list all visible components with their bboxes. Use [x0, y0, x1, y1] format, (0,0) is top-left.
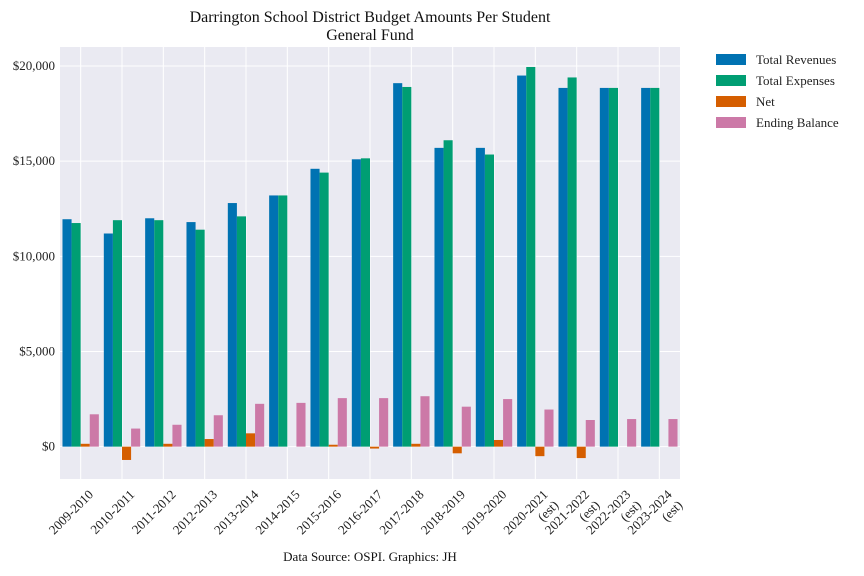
bar-net: [411, 443, 421, 447]
bar-net: [80, 443, 90, 447]
chart-title: Darrington School District Budget Amount…: [189, 9, 551, 26]
bar-total-expenses: [650, 87, 660, 447]
bar-total-revenues: [434, 147, 444, 447]
bar-ending-balance: [420, 396, 430, 447]
bar-ending-balance: [461, 406, 471, 447]
legend-label: Total Revenues: [756, 51, 837, 67]
bar-ending-balance: [89, 414, 99, 447]
bar-total-revenues: [186, 222, 196, 447]
y-axis-ticks: $0 $5,000 $10,000 $15,000 $20,000: [13, 58, 55, 454]
y-tick-label: $10,000: [13, 248, 55, 263]
bar-ending-balance: [668, 419, 678, 447]
bar-total-revenues: [145, 218, 155, 447]
legend-label: Total Expenses: [756, 72, 835, 88]
y-tick-label: $20,000: [13, 58, 55, 73]
x-tick-label: 2009-2010: [46, 487, 96, 537]
y-tick-label: $0: [42, 439, 55, 454]
x-tick-label: 2014-2015: [252, 487, 302, 537]
source-note: Data Source: OSPI. Graphics: JH: [283, 549, 457, 564]
bar-total-expenses: [360, 158, 370, 447]
bar-ending-balance: [255, 403, 265, 447]
bar-total-expenses: [402, 86, 412, 447]
bar-total-expenses: [319, 172, 329, 447]
bar-total-revenues: [310, 168, 320, 447]
bar-ending-balance: [296, 402, 306, 447]
x-axis-ticks: 2009-20102010-20112011-20122012-20132013…: [46, 486, 686, 547]
legend-item: Total Expenses: [716, 70, 839, 91]
bar-net: [246, 433, 256, 447]
bar-total-revenues: [393, 83, 403, 447]
bar-net: [163, 443, 173, 447]
bar-ending-balance: [544, 409, 554, 447]
bar-ending-balance: [337, 398, 347, 447]
bar-ending-balance: [585, 420, 595, 447]
bar-total-revenues: [269, 195, 279, 447]
bar-total-expenses: [236, 216, 246, 447]
bar-total-revenues: [103, 233, 113, 447]
bar-net: [204, 439, 214, 447]
legend-item: Total Revenues: [716, 49, 839, 70]
bar-total-expenses: [443, 140, 453, 447]
legend-swatch: [716, 75, 746, 86]
chart-subtitle: General Fund: [326, 27, 414, 44]
legend: Total Revenues Total Expenses Net Ending Ba…: [716, 49, 839, 133]
bar-total-expenses: [154, 220, 164, 447]
bar-net: [535, 446, 545, 457]
bar-total-revenues: [227, 203, 237, 447]
x-tick-label: 2018-2019: [418, 487, 468, 537]
legend-item: Net: [716, 91, 839, 112]
bar-total-expenses: [195, 229, 205, 447]
bar-net: [328, 444, 338, 447]
bar-net: [494, 439, 504, 447]
bar-ending-balance: [627, 419, 637, 447]
bar-total-revenues: [517, 75, 527, 447]
bar-total-revenues: [62, 219, 72, 447]
bar-total-expenses: [526, 66, 536, 447]
legend-swatch: [716, 96, 746, 107]
bar-ending-balance: [213, 415, 223, 447]
y-tick-label: $15,000: [13, 153, 55, 168]
bars: [62, 66, 678, 460]
legend-label: Net: [756, 93, 775, 109]
x-tick-label: 2017-2018: [376, 487, 426, 537]
bar-total-revenues: [351, 159, 361, 447]
bar-total-revenues: [558, 87, 568, 447]
x-tick-label: 2019-2020: [459, 487, 509, 537]
bar-ending-balance: [503, 399, 513, 447]
bar-ending-balance: [379, 398, 389, 447]
bar-total-expenses: [71, 223, 81, 447]
bar-total-expenses: [278, 195, 288, 447]
bar-total-revenues: [475, 147, 485, 447]
bar-total-expenses: [608, 87, 618, 447]
y-tick-label: $5,000: [19, 343, 55, 358]
x-tick-label: 2010-2011: [87, 487, 137, 537]
legend-item: Ending Balance: [716, 112, 839, 133]
bar-total-expenses: [484, 154, 494, 447]
legend-swatch: [716, 117, 746, 128]
x-tick-label: 2023-2024(est): [624, 486, 685, 547]
bar-net: [122, 446, 132, 460]
legend-label: Ending Balance: [756, 114, 839, 130]
bar-ending-balance: [172, 424, 182, 447]
bar-total-expenses: [567, 77, 577, 447]
bar-total-expenses: [112, 220, 122, 447]
legend-swatch: [716, 54, 746, 65]
bar-total-revenues: [599, 87, 609, 447]
bar-net: [452, 446, 462, 454]
bar-total-revenues: [641, 87, 651, 447]
bar-net: [370, 446, 380, 449]
bar-net: [576, 446, 586, 459]
x-tick-label: 2012-2013: [170, 487, 220, 537]
bar-ending-balance: [131, 428, 141, 447]
